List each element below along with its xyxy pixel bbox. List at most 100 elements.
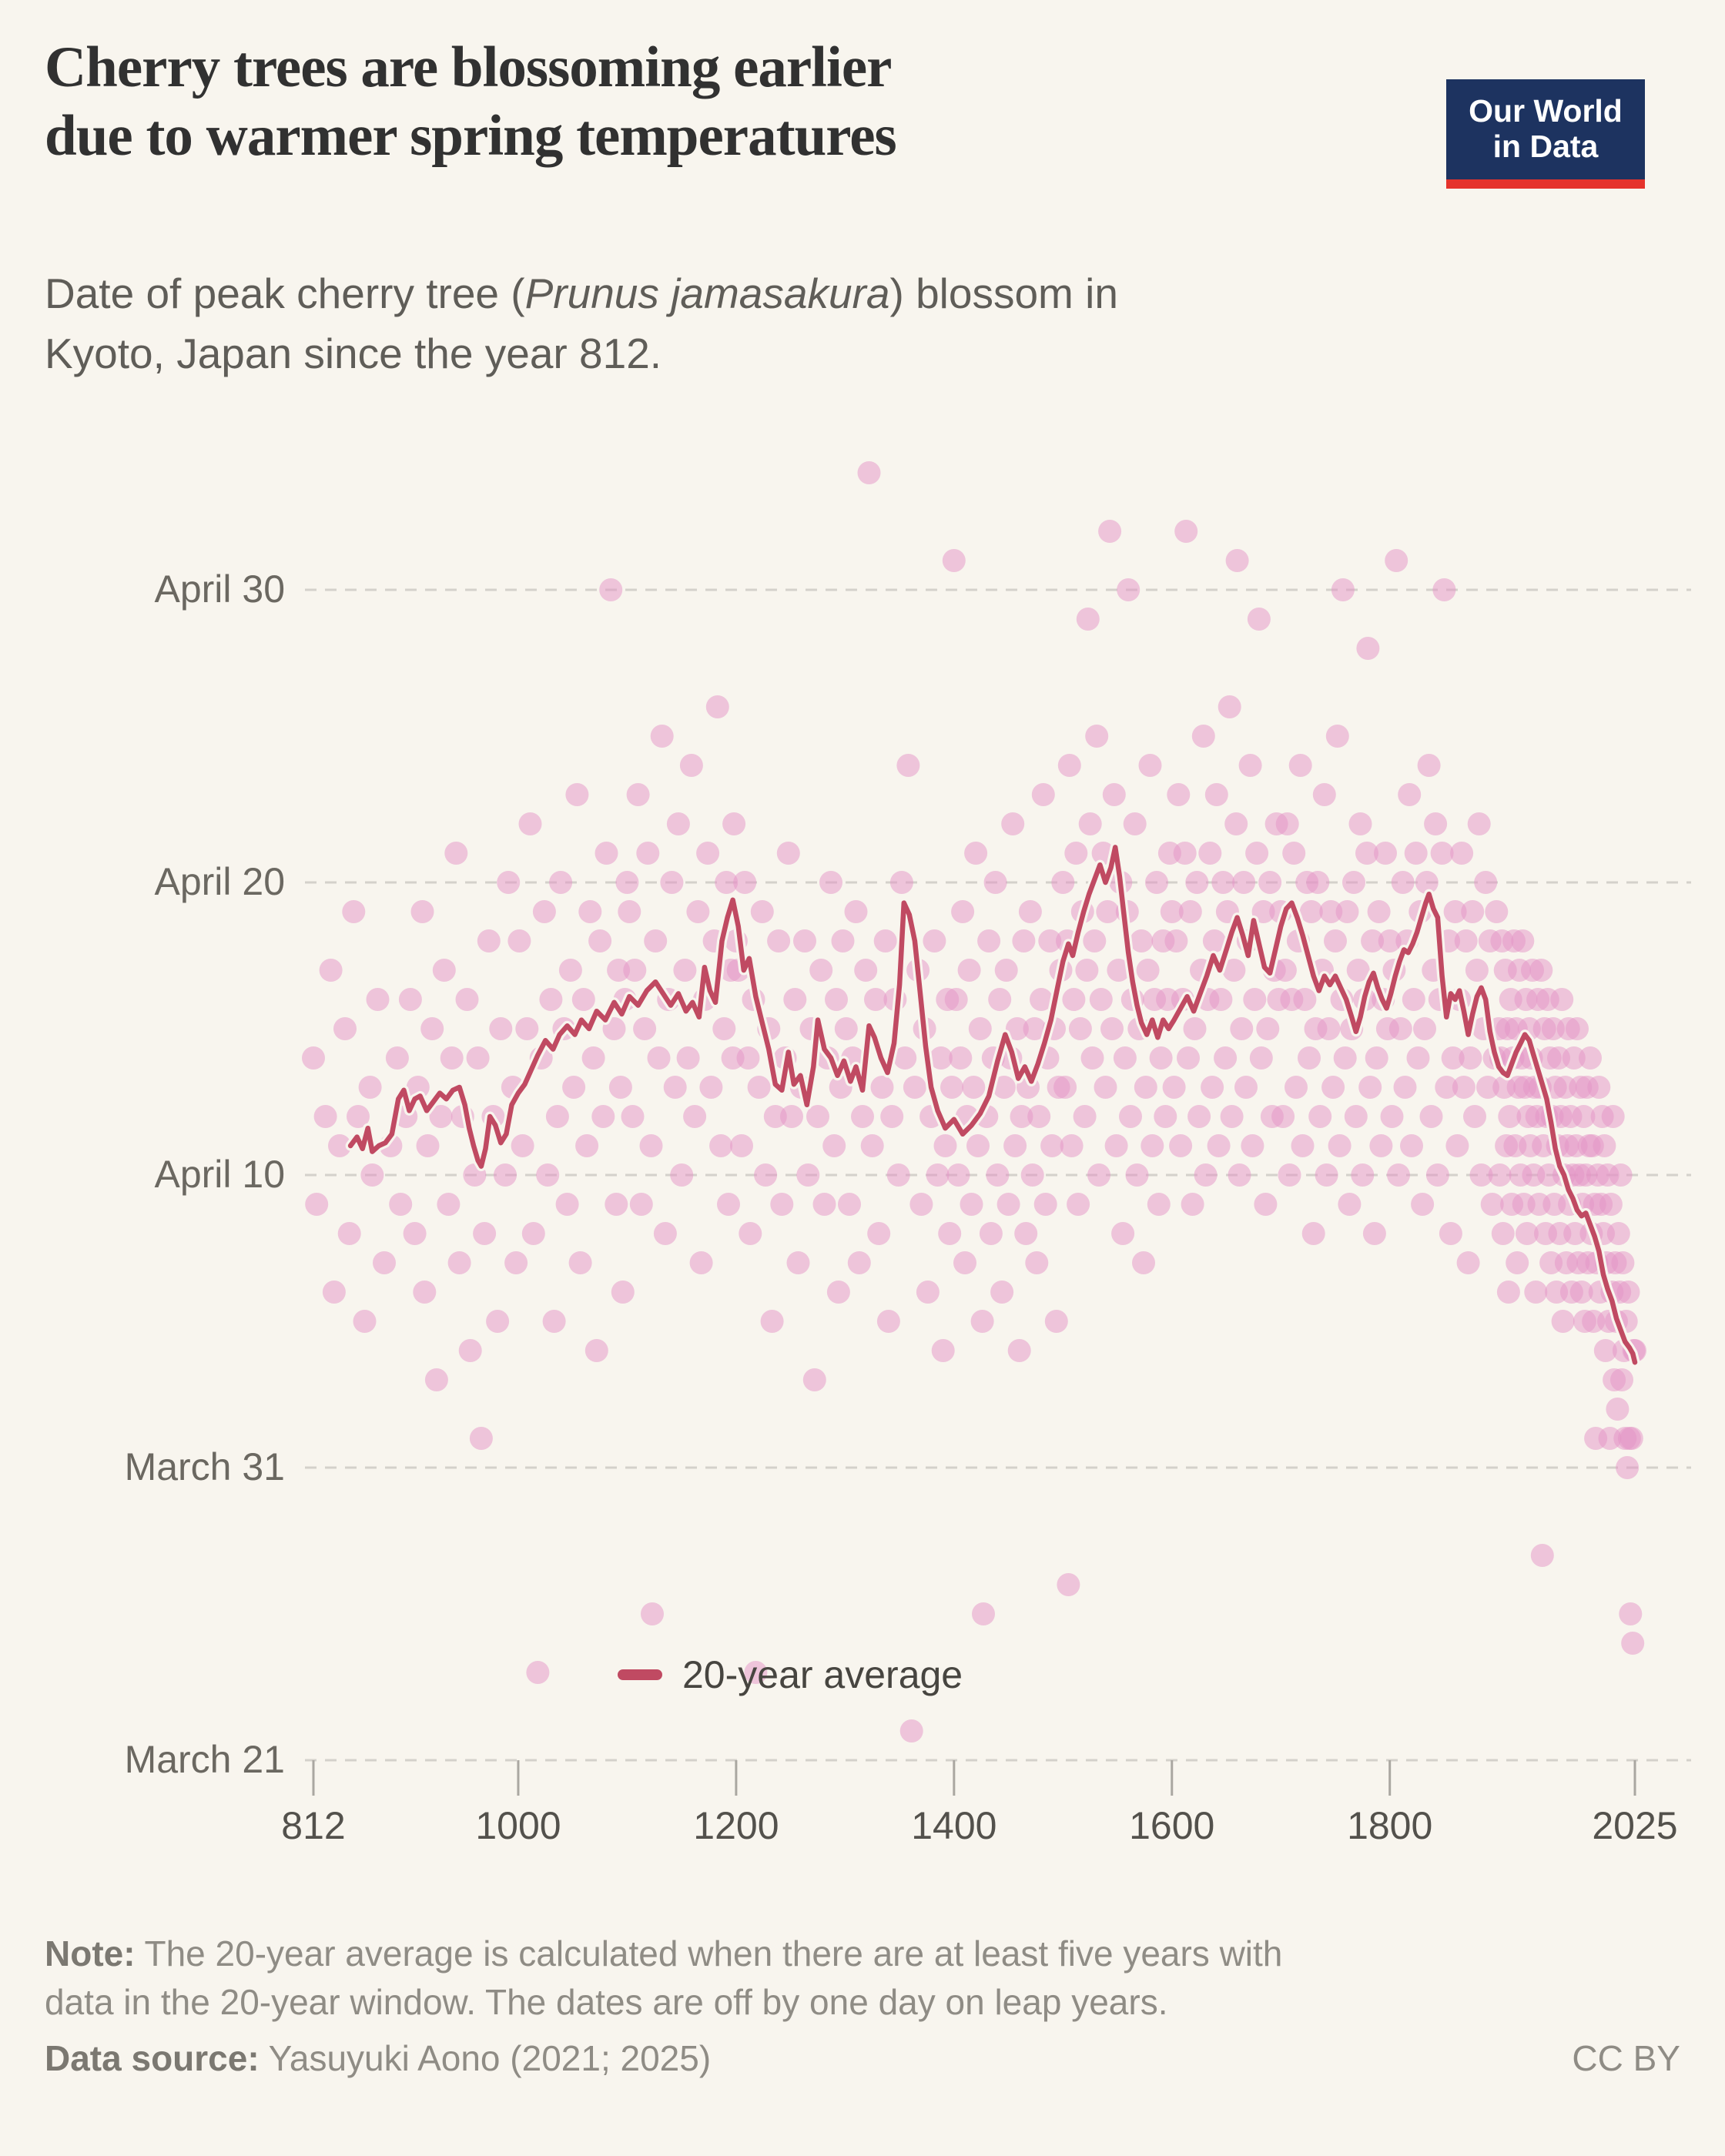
chart-subtitle: Date of peak cherry tree (Prunus jamasak… — [45, 263, 1118, 383]
scatter-point — [641, 1602, 664, 1625]
scatter-point — [1012, 929, 1036, 952]
scatter-point — [1018, 900, 1042, 923]
scatter-point — [518, 812, 542, 835]
scatter-point — [1355, 842, 1378, 865]
scatter-point — [455, 988, 479, 1011]
scatter-point — [1177, 1046, 1200, 1070]
scatter-point — [424, 1368, 448, 1391]
scatter-point — [770, 1193, 794, 1216]
scatter-point — [1485, 900, 1509, 923]
scatter-point — [744, 1661, 768, 1684]
scatter-point — [313, 1105, 337, 1128]
scatter-point — [1282, 842, 1306, 865]
scatter-point — [1356, 637, 1380, 660]
scatter-point — [578, 900, 602, 923]
x-axis-label: 1000 — [475, 1804, 561, 1847]
scatter-point — [990, 1281, 1014, 1304]
legend-label: 20-year average — [682, 1653, 963, 1696]
scatter-point — [440, 1046, 464, 1070]
scatter-point — [717, 1193, 740, 1216]
scatter-point — [647, 1046, 671, 1070]
scatter-point — [1078, 812, 1102, 835]
scatter-point — [896, 754, 920, 777]
scatter-point — [360, 1163, 384, 1187]
scatter-point — [689, 1251, 713, 1274]
scatter-point — [1241, 1134, 1264, 1157]
scatter-point — [437, 1193, 461, 1216]
scatter-point — [1291, 1134, 1315, 1157]
scatter-point — [1051, 871, 1075, 894]
scatter-point — [683, 1105, 707, 1128]
scatter-point — [342, 900, 366, 923]
scatter-point — [1096, 900, 1120, 923]
scatter-point — [1107, 959, 1130, 982]
scatter-point — [458, 1339, 482, 1362]
scatter-point — [558, 959, 582, 982]
scatter-point — [1579, 1046, 1602, 1070]
scatter-point — [1198, 842, 1222, 865]
scatter-point — [802, 1368, 826, 1391]
scatter-point — [595, 842, 618, 865]
scatter-point — [1456, 1251, 1480, 1274]
scatter-point — [1616, 1456, 1640, 1479]
scatter-point — [1136, 959, 1160, 982]
y-axis-label: March 21 — [124, 1738, 285, 1781]
scatter-point — [358, 1076, 382, 1099]
scatter-point — [1100, 1017, 1124, 1040]
scatter-point — [1214, 1046, 1238, 1070]
scatter-point — [1346, 959, 1370, 982]
scatter-point — [1298, 1046, 1321, 1070]
scatter-point — [1275, 812, 1299, 835]
scatter-point — [605, 1193, 628, 1216]
scatter-point — [1362, 1222, 1386, 1245]
scatter-point — [1385, 549, 1408, 572]
footnote-label: Note: — [45, 1933, 136, 1974]
scatter-point — [1601, 1105, 1625, 1128]
scatter-point — [750, 900, 774, 923]
scatter-point — [847, 1251, 871, 1274]
scatter-point — [494, 1163, 517, 1187]
scatter-point — [1025, 1251, 1049, 1274]
scatter-point — [996, 1193, 1020, 1216]
scatter-point — [1060, 1134, 1084, 1157]
scatter-point — [629, 1193, 653, 1216]
scatter-point — [834, 1017, 858, 1040]
scatter-point — [477, 929, 501, 952]
scatter-point — [1132, 1251, 1155, 1274]
scatter-point — [1621, 1632, 1645, 1655]
scatter-point — [1454, 929, 1478, 952]
scatter-point — [486, 1310, 510, 1333]
scatter-point — [1204, 783, 1228, 806]
scatter-point — [968, 1017, 992, 1040]
scatter-point — [565, 783, 589, 806]
scatter-point — [903, 1076, 926, 1099]
scatter-point — [1271, 1105, 1295, 1128]
scatter-point — [575, 1134, 599, 1157]
scatter-point — [970, 1310, 994, 1333]
x-axis-label: 1400 — [911, 1804, 997, 1847]
scatter-point — [1491, 1222, 1515, 1245]
scatter-point — [733, 871, 757, 894]
scatter-point — [1328, 1134, 1352, 1157]
scatter-point — [1413, 1017, 1436, 1040]
scatter-point — [1181, 1193, 1204, 1216]
scatter-point — [1319, 900, 1343, 923]
scatter-point — [1225, 549, 1249, 572]
scatter-point — [1391, 871, 1415, 894]
scatter-point — [1075, 959, 1099, 982]
scatter-point — [709, 1134, 733, 1157]
scatter-point — [1361, 929, 1385, 952]
scatter-point — [398, 988, 422, 1011]
scatter-point — [825, 988, 848, 1011]
scatter-point — [1606, 1222, 1630, 1245]
x-axis-label: 2025 — [1592, 1804, 1678, 1847]
scatter-point — [1230, 1017, 1254, 1040]
scatter-point — [1164, 929, 1188, 952]
scatter-point — [542, 1310, 566, 1333]
chart-title: Cherry trees are blossoming earlier due … — [45, 34, 897, 170]
average-line — [347, 845, 1638, 1365]
scatter-point — [504, 1251, 528, 1274]
scatter-point — [507, 929, 531, 952]
scatter-point — [319, 959, 343, 982]
